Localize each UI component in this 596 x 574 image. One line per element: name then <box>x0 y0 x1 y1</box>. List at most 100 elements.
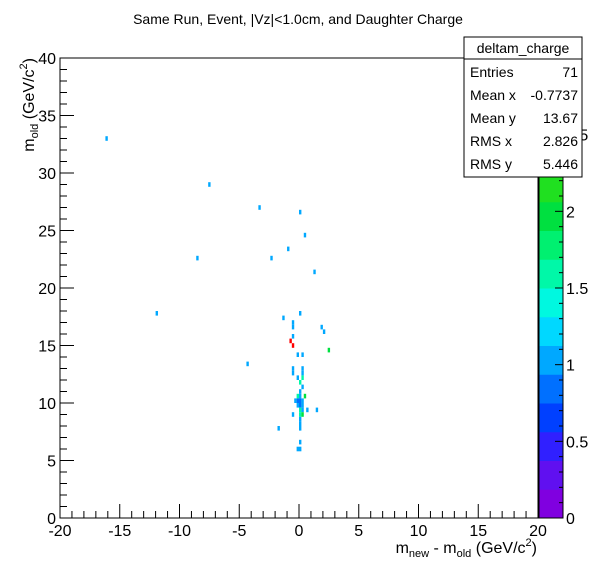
heatmap-cell <box>303 393 307 399</box>
heatmap-cell <box>299 412 302 417</box>
x-tick-label: 15 <box>469 523 487 540</box>
heatmap-cell <box>315 407 319 413</box>
stats-value: 71 <box>562 64 578 80</box>
x-axis: -20 -15 -10 -5 0 5 10 15 20 <box>48 504 547 540</box>
heatmap-cell <box>291 324 295 330</box>
palette-swatch <box>539 403 563 433</box>
palette-swatch <box>539 460 563 490</box>
heatmap-cell <box>299 209 302 215</box>
heatmap-cell <box>294 398 297 403</box>
heatmap-cell <box>301 412 304 417</box>
heatmap-cell <box>299 416 302 422</box>
y-tick-label: 30 <box>38 166 56 183</box>
palette-swatch <box>539 230 563 260</box>
stats-label: Mean y <box>470 110 516 126</box>
x-tick-label: 10 <box>410 523 428 540</box>
heatmap-cell <box>291 412 295 417</box>
heatmap-cell <box>105 136 108 141</box>
stats-value: 13.67 <box>543 110 578 126</box>
palette-swatch <box>539 288 563 318</box>
z-tick-label: 2 <box>566 204 575 221</box>
heatmap-cell <box>299 439 302 445</box>
z-tick-label: 0.5 <box>566 434 588 451</box>
heatmap-cell <box>299 389 302 394</box>
heatmap-cell <box>299 398 302 403</box>
stats-value: 2.826 <box>543 133 578 149</box>
x-tick-label: 5 <box>354 523 363 540</box>
z-tick-label: 1 <box>566 358 575 375</box>
heatmap-cell <box>270 255 273 261</box>
y-tick-label: 20 <box>38 281 56 298</box>
palette-swatch <box>539 316 563 346</box>
heatmap-cell <box>322 329 326 334</box>
heatmap-cell <box>291 320 295 325</box>
heatmap-cell <box>299 393 302 399</box>
heatmap-cell <box>299 407 302 413</box>
heatmap-cell <box>301 366 304 371</box>
palette-swatch <box>539 201 563 231</box>
y-tick-label: 35 <box>38 109 56 126</box>
heatmap-cell <box>327 347 331 353</box>
heatmap-cell <box>291 343 295 348</box>
heatmap-cell <box>296 446 299 452</box>
heatmap-cell <box>291 366 295 371</box>
x-tick-label: -5 <box>232 523 246 540</box>
heatmap-cell <box>291 334 295 339</box>
palette-swatch <box>539 489 563 519</box>
heatmap-cell <box>306 407 309 413</box>
heatmap-cell <box>299 403 302 408</box>
y-axis: 0 5 10 15 20 25 30 35 40 <box>38 51 74 528</box>
heatmap-cell <box>299 426 302 431</box>
heatmap-cell <box>291 370 295 376</box>
heatmap-cell <box>299 421 302 426</box>
heatmap-cell <box>301 403 304 408</box>
heatmap-cell <box>303 232 307 238</box>
heatmap-cell <box>301 398 304 403</box>
stats-value: 5.446 <box>543 156 578 172</box>
heatmap-cell <box>301 370 304 376</box>
heatmap-cell <box>296 352 299 357</box>
palette-swatch <box>539 374 563 404</box>
heatmap-cell <box>301 407 304 413</box>
x-tick-label: 20 <box>529 523 547 540</box>
heatmap-cell <box>277 426 280 431</box>
data-cells <box>105 136 331 452</box>
heatmap-cell <box>299 380 302 385</box>
stats-label: Mean x <box>470 87 516 103</box>
heatmap-cell <box>282 315 285 321</box>
x-tick-label: -20 <box>48 523 71 540</box>
x-tick-label: -10 <box>168 523 191 540</box>
heatmap-cell <box>299 311 302 316</box>
heatmap-cell <box>296 375 299 380</box>
heatmap-cell <box>301 384 304 390</box>
chart-title: Same Run, Event, |Vz|<1.0cm, and Daughte… <box>133 11 463 27</box>
heatmap-cell <box>155 311 158 316</box>
stats-value: -0.7737 <box>531 87 579 103</box>
y-tick-label: 40 <box>38 51 56 68</box>
x-axis-label: mnew - mold (GeV/c2) <box>396 537 537 560</box>
x-tick-label: -15 <box>108 523 131 540</box>
palette-swatch <box>539 173 563 203</box>
y-axis-label: mold (GeV/c2) <box>18 58 41 152</box>
palette-swatch <box>539 345 563 375</box>
heatmap-cell <box>320 324 323 330</box>
heatmap-cell <box>301 375 304 380</box>
heatmap-cell <box>289 338 292 344</box>
heatmap-cell <box>208 182 211 187</box>
y-tick-label: 15 <box>38 339 56 356</box>
heatmap-cell <box>246 361 249 367</box>
y-tick-label: 5 <box>47 454 56 471</box>
heatmap-cell <box>299 446 302 452</box>
z-tick-label: 0 <box>566 511 575 528</box>
z-tick-label: 1.5 <box>566 281 588 298</box>
stats-box: deltam_charge Entries 71 Mean x -0.7737 Mean… <box>463 36 583 178</box>
stats-title: deltam_charge <box>477 40 570 56</box>
y-tick-label: 0 <box>47 511 56 528</box>
stats-label: RMS x <box>470 133 512 149</box>
heatmap-cell <box>296 398 299 403</box>
x-tick-label: 0 <box>295 523 304 540</box>
palette-swatch <box>539 259 563 289</box>
y-tick-label: 25 <box>38 224 56 241</box>
heatmap-cell <box>296 393 299 399</box>
heatmap-cell <box>287 246 290 252</box>
